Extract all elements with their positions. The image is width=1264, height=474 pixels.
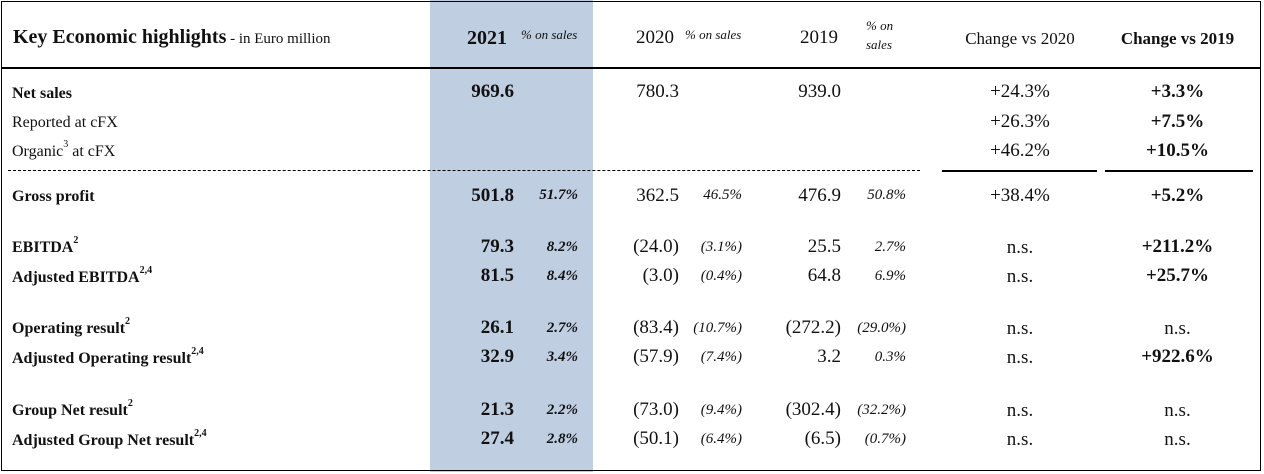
- adjusted-ebitda-2021-pct: 8.4%: [546, 268, 578, 284]
- header-2020-pct: % on sales: [685, 27, 742, 42]
- row-label-gross-profit: Gross profit: [12, 188, 95, 205]
- footnote-2: 2: [125, 316, 131, 327]
- group-net-result-change-2020: n.s.: [1006, 400, 1034, 421]
- operating-result-2020-pct: (10.7%): [693, 320, 742, 336]
- adjusted-group-net-result-change-2019: n.s.: [1164, 429, 1191, 450]
- adjusted-operating-result-2021: 32.9: [480, 346, 514, 367]
- operating-result-change-2019: n.s.: [1164, 318, 1191, 339]
- gross-profit-change-2019: +5.2%: [1150, 185, 1205, 206]
- adjusted-ebitda-change-2019: +25.7%: [1145, 265, 1210, 286]
- adjusted-ebitda-2020-pct: (0.4%): [700, 268, 742, 284]
- group-net-result-2021-pct: 2.2%: [546, 402, 578, 418]
- row-label-operating-result: Operating result2: [12, 316, 131, 337]
- row-label-group-net-result: Group Net result2: [12, 398, 133, 419]
- gross-profit-2021-pct: 51.7%: [539, 187, 578, 203]
- header-divider: [2, 67, 1260, 69]
- footnote-2-4: 2,4: [139, 265, 153, 276]
- row-label-reported-cfx: Reported at cFX: [12, 114, 118, 131]
- ebitda-2021-pct: 8.2%: [546, 239, 578, 255]
- header-2019-pct-b: sales: [866, 37, 892, 52]
- reported-cfx-change-2019: +7.5%: [1150, 111, 1205, 132]
- row-label-adjusted-operating-result: Adjusted Operating result2,4: [12, 346, 204, 367]
- group-net-result-2020: (73.0): [633, 399, 679, 420]
- header-change-2020: Change vs 2020: [965, 29, 1075, 48]
- gross-profit-2020: 362.5: [636, 185, 679, 206]
- ebitda-change-2019: +211.2%: [1141, 236, 1214, 257]
- footnote-2: 2: [73, 235, 79, 246]
- header-2021-pct: % on sales: [521, 27, 578, 42]
- operating-result-2021: 26.1: [480, 317, 514, 338]
- adjusted-operating-result-change-2020: n.s.: [1006, 347, 1034, 368]
- table-subtitle: - in Euro million: [226, 31, 331, 47]
- adjusted-group-net-result-2019-pct: (0.7%): [864, 431, 906, 447]
- adjusted-group-net-result-2021-pct: 2.8%: [546, 431, 578, 447]
- ebitda-change-2020: n.s.: [1006, 237, 1034, 258]
- header-2020: 2020: [636, 27, 674, 48]
- gross-profit-2020-pct: 46.5%: [703, 187, 742, 203]
- group-net-result-2019: (302.4): [785, 399, 841, 420]
- header-2021: 2021: [467, 27, 507, 49]
- adjusted-group-net-result-2020-pct: (6.4%): [700, 431, 742, 447]
- adjusted-group-net-result-change-2020: n.s.: [1006, 429, 1034, 450]
- header-change-2019: Change vs 2019: [1120, 29, 1235, 48]
- operating-result-2019-pct: (29.0%): [857, 320, 906, 336]
- adjusted-ebitda-2020: (3.0): [642, 265, 679, 286]
- adjusted-operating-result-2021-pct: 3.4%: [546, 349, 578, 365]
- ebitda-2019: 25.5: [807, 236, 841, 257]
- net-sales-change-2019: +3.3%: [1150, 81, 1205, 102]
- operating-result-2019: (272.2): [785, 317, 841, 338]
- row-label-net-sales: Net sales: [12, 85, 72, 102]
- adjusted-operating-result-2020: (57.9): [633, 346, 679, 367]
- ebitda-2020: (24.0): [633, 236, 679, 257]
- divider-change-2019: [1105, 170, 1253, 172]
- organic-cfx-change-2019: +10.5%: [1145, 140, 1210, 161]
- operating-result-2021-pct: 2.7%: [546, 320, 578, 336]
- gross-profit-2021: 501.8: [471, 185, 514, 206]
- gross-profit-change-2020: +38.4%: [990, 185, 1050, 206]
- reported-cfx-change-2020: +26.3%: [990, 111, 1050, 132]
- group-net-result-2020-pct: (9.4%): [700, 402, 742, 418]
- highlight-column-2021: [430, 0, 593, 472]
- header-2019-pct-a: % on: [866, 18, 894, 33]
- gross-profit-2019-pct: 50.8%: [867, 187, 906, 203]
- footnote-2-4: 2,4: [194, 428, 207, 439]
- header-2019: 2019: [800, 27, 838, 48]
- adjusted-operating-result-2020-pct: (7.4%): [700, 349, 742, 365]
- adjusted-ebitda-2019-pct: 6.9%: [874, 268, 906, 284]
- footnote-2-4: 2,4: [191, 346, 204, 357]
- group-net-result-change-2019: n.s.: [1164, 400, 1191, 421]
- adjusted-group-net-result-2021: 27.4: [480, 428, 514, 449]
- adjusted-group-net-result-2020: (50.1): [633, 428, 679, 449]
- adjusted-ebitda-change-2020: n.s.: [1006, 266, 1034, 287]
- footnote-2: 2: [127, 398, 133, 409]
- net-sales-2020: 780.3: [636, 81, 679, 102]
- ebitda-2021: 79.3: [480, 236, 514, 257]
- adjusted-operating-result-2019: 3.2: [817, 346, 841, 367]
- row-label-ebitda: EBITDA2: [12, 235, 79, 256]
- footnote-3: 3: [63, 139, 69, 150]
- adjusted-operating-result-change-2019: +922.6%: [1141, 346, 1214, 367]
- net-sales-2019: 939.0: [798, 81, 841, 102]
- dashed-divider-left: [8, 170, 920, 171]
- organic-cfx-change-2020: +46.2%: [990, 140, 1050, 161]
- net-sales-change-2020: +24.3%: [990, 81, 1050, 102]
- adjusted-operating-result-2019-pct: 0.3%: [874, 349, 906, 365]
- row-label-organic-cfx: Organic3 at cFX: [12, 139, 116, 160]
- ebitda-2020-pct: (3.1%): [700, 239, 742, 255]
- operating-result-change-2020: n.s.: [1006, 318, 1034, 339]
- ebitda-2019-pct: 2.7%: [874, 239, 906, 255]
- adjusted-ebitda-2019: 64.8: [807, 265, 841, 286]
- adjusted-ebitda-2021: 81.5: [480, 265, 514, 286]
- gross-profit-2019: 476.9: [798, 185, 841, 206]
- net-sales-2021: 969.6: [471, 81, 514, 102]
- table-title: Key Economic highlights - in Euro millio…: [13, 26, 331, 48]
- divider-change-2020: [942, 170, 1097, 172]
- adjusted-group-net-result-2019: (6.5): [804, 428, 841, 449]
- row-label-adjusted-ebitda: Adjusted EBITDA2,4: [12, 265, 153, 286]
- row-label-adjusted-group-net-result: Adjusted Group Net result2,4: [12, 428, 207, 449]
- operating-result-2020: (83.4): [633, 317, 679, 338]
- group-net-result-2021: 21.3: [480, 399, 514, 420]
- group-net-result-2019-pct: (32.2%): [857, 402, 906, 418]
